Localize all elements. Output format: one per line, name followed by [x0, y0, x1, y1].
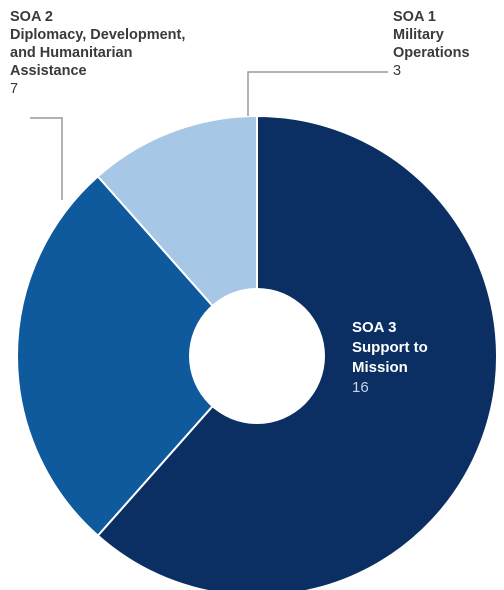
slice-name-line: Support to	[352, 339, 428, 356]
slice-name-line: SOA 3	[352, 319, 397, 336]
leader-lines	[30, 71, 388, 200]
slice-name-line: Operations	[393, 45, 470, 61]
slice-soa2	[15, 174, 259, 538]
slice-name-line: and Humanitarian	[10, 45, 133, 61]
slice-name-line: SOA 1	[393, 9, 436, 25]
slice-label-soa1: SOA 1 Military Operations 3	[393, 8, 470, 80]
slice-value: 16	[352, 379, 369, 396]
slice-name-line: SOA 2	[10, 9, 53, 25]
donut-hole	[189, 288, 325, 424]
slice-soa1	[96, 114, 258, 359]
slice-value: 7	[10, 81, 19, 97]
slice-name-line: Assistance	[10, 63, 87, 79]
leader-line-soa2	[30, 117, 63, 200]
slice-name-line: Diplomacy, Development,	[10, 27, 186, 43]
slice-name-line: Military	[393, 27, 444, 43]
slice-label-soa3: SOA 3 Support to Mission 16	[352, 318, 428, 398]
slice-name-line: Mission	[352, 359, 408, 376]
leader-line-soa1	[247, 71, 388, 116]
slice-value: 3	[393, 63, 402, 79]
slice-label-soa2: SOA 2 Diplomacy, Development, and Humani…	[10, 8, 185, 98]
